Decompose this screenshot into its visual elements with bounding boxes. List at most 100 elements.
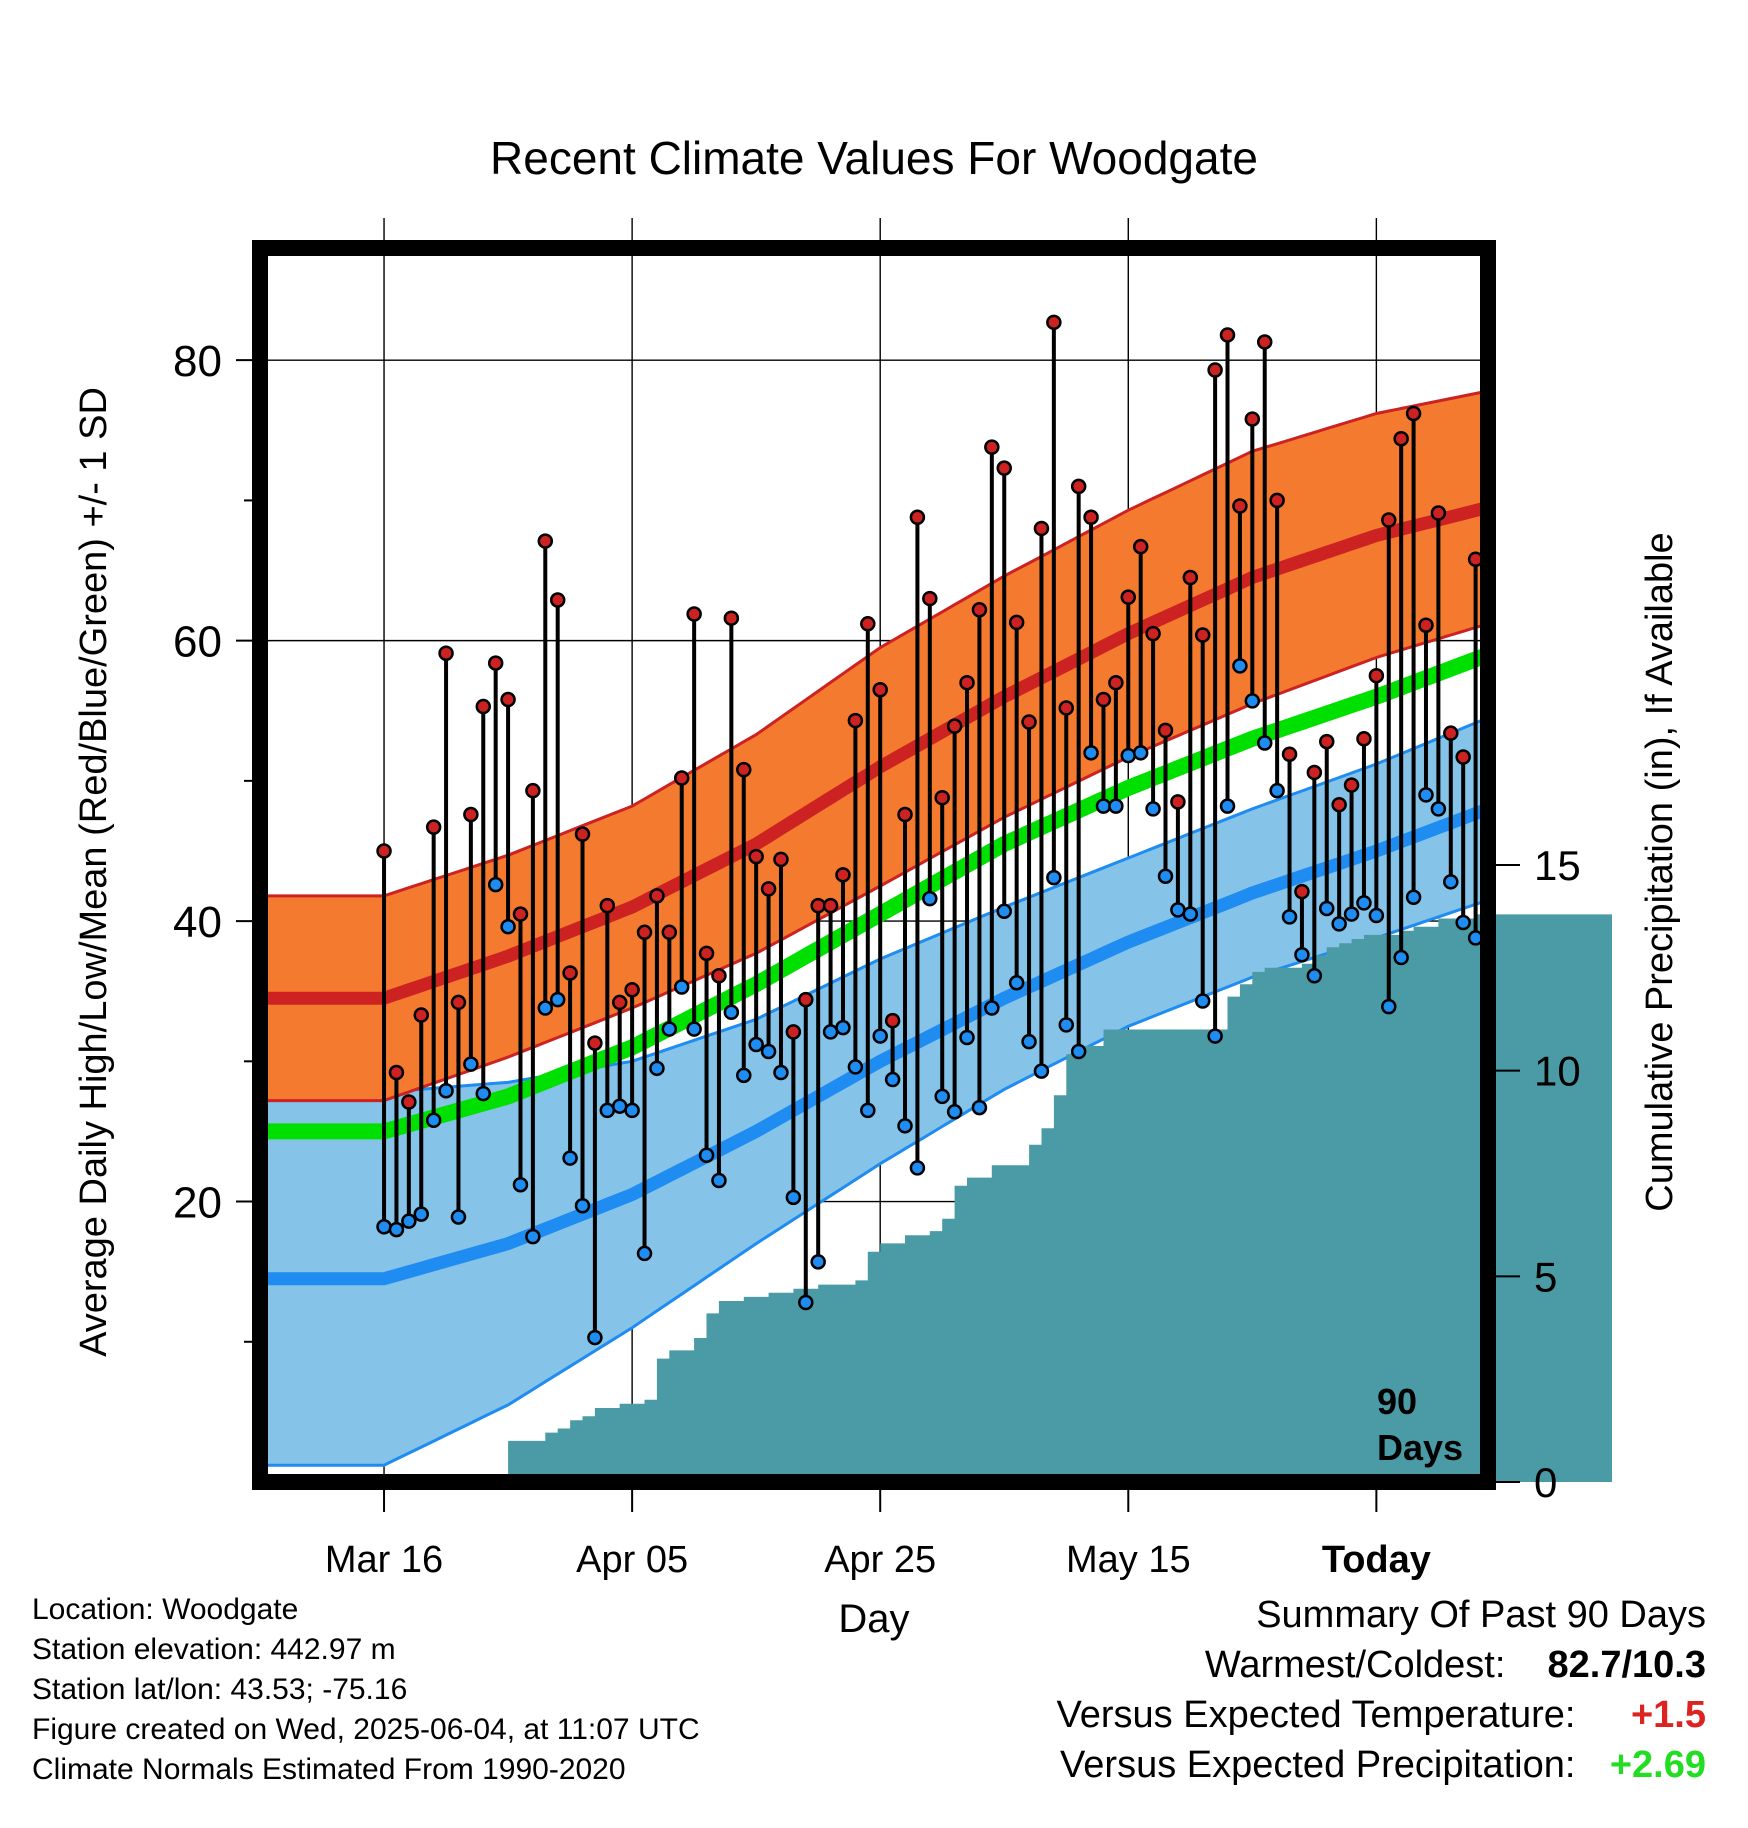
high-point xyxy=(1418,617,1434,633)
low-point xyxy=(376,1219,392,1235)
low-point xyxy=(1256,735,1273,751)
y2-axis-label: Cumulative Precipitation (in), If Availa… xyxy=(1639,532,1681,1211)
y-tick-label: 20 xyxy=(173,1179,222,1228)
high-point xyxy=(549,592,566,608)
precip-value: +2.69 xyxy=(1609,1744,1706,1786)
precip-row: Versus Expected Precipitation: +2.69 xyxy=(1057,1740,1706,1790)
high-point xyxy=(860,616,876,632)
low-point xyxy=(959,1029,975,1046)
low-point xyxy=(401,1213,417,1229)
high-point xyxy=(1306,764,1323,781)
summary-panel: Summary Of Past 90 Days Warmest/Coldest:… xyxy=(1057,1590,1706,1790)
low-point xyxy=(549,991,566,1008)
low-point xyxy=(1070,1043,1087,1060)
high-point xyxy=(773,851,789,868)
low-point xyxy=(673,979,690,995)
temp-row: Versus Expected Temperature: +1.5 xyxy=(1057,1690,1706,1740)
low-point xyxy=(1095,798,1112,814)
low-point xyxy=(773,1064,789,1081)
low-point xyxy=(798,1294,814,1311)
low-point xyxy=(1244,693,1261,709)
precip-area xyxy=(384,914,1612,1482)
high-point xyxy=(562,965,578,981)
created-text: Figure created on Wed, 2025-06-04, at 11… xyxy=(32,1713,700,1746)
high-point xyxy=(1182,569,1199,586)
low-point xyxy=(860,1102,876,1119)
low-point xyxy=(934,1088,950,1105)
high-point xyxy=(748,848,764,865)
low-sd-lower-edge xyxy=(260,898,1489,1467)
x-axis-label: Day xyxy=(838,1597,909,1641)
low-point xyxy=(1021,1033,1037,1050)
low-point xyxy=(1405,889,1422,906)
warm-cold-row: Warmest/Coldest: 82.7/10.3 xyxy=(1057,1640,1706,1690)
low-point xyxy=(1294,946,1310,963)
low-point xyxy=(413,1206,430,1222)
low-point xyxy=(1331,916,1347,932)
high-point xyxy=(611,994,628,1011)
low-point xyxy=(1381,998,1397,1015)
low-point xyxy=(1083,745,1099,761)
low-point xyxy=(1430,801,1447,817)
high-point xyxy=(946,718,963,734)
high-point xyxy=(599,897,616,914)
low-point xyxy=(1157,868,1174,884)
high-sd-lower-edge xyxy=(260,622,1489,1103)
high-point xyxy=(1244,411,1261,427)
low-point xyxy=(1132,745,1149,761)
low-point xyxy=(611,1098,628,1114)
high-point xyxy=(884,1012,901,1029)
low-point xyxy=(624,1102,640,1119)
low-point xyxy=(736,1067,752,1084)
low-point xyxy=(909,1160,926,1176)
high-point xyxy=(487,655,504,671)
low-point xyxy=(1219,798,1236,814)
high-point xyxy=(1368,667,1385,684)
x-tick-label: Mar 16 xyxy=(325,1539,443,1581)
high-point xyxy=(1008,614,1025,631)
y-tick-label: 80 xyxy=(173,337,222,386)
low-point xyxy=(847,1059,864,1075)
low-sd-upper-edge xyxy=(260,716,1489,1094)
low-point xyxy=(1058,1017,1075,1033)
low-point xyxy=(661,1021,678,1037)
high-point xyxy=(463,806,479,823)
high-point xyxy=(1294,883,1310,900)
low-point xyxy=(1455,914,1471,931)
low-point xyxy=(872,1028,888,1044)
high-point xyxy=(500,691,516,708)
elevation-text: Station elevation: 442.97 m xyxy=(32,1633,396,1666)
latlon-text: Station lat/lon: 43.53; -75.16 xyxy=(32,1673,408,1706)
low-point xyxy=(1232,658,1248,674)
high-point xyxy=(1343,777,1360,793)
x-tick-label: Apr 05 xyxy=(576,1539,688,1581)
high-point xyxy=(1430,505,1447,521)
high-point xyxy=(1269,492,1285,509)
high-point xyxy=(1132,538,1149,555)
high-point xyxy=(537,533,554,549)
high-point xyxy=(922,590,938,607)
high-point xyxy=(438,645,454,662)
y2-tick-label: 10 xyxy=(1534,1048,1581,1095)
high-point xyxy=(1455,749,1471,765)
high-point xyxy=(798,991,814,1008)
summary-title: Summary Of Past 90 Days xyxy=(1256,1594,1706,1636)
low-point xyxy=(971,1099,988,1116)
high-point xyxy=(984,439,1000,455)
high-point xyxy=(1393,430,1409,447)
high-point xyxy=(512,906,529,922)
high-point xyxy=(711,968,727,984)
low-point xyxy=(463,1056,479,1072)
location-text: Location: Woodgate xyxy=(32,1593,299,1626)
normals-text: Climate Normals Estimated From 1990-2020 xyxy=(32,1753,626,1786)
low-point xyxy=(450,1209,467,1225)
low-point xyxy=(1207,1028,1223,1044)
low-point xyxy=(562,1150,578,1166)
low-point xyxy=(1046,869,1062,886)
low-point xyxy=(574,1198,591,1214)
station-info: Location: Woodgate Station elevation: 44… xyxy=(32,1590,700,1790)
high-point xyxy=(686,606,702,622)
high-point xyxy=(574,826,591,842)
high-point xyxy=(1033,520,1050,537)
